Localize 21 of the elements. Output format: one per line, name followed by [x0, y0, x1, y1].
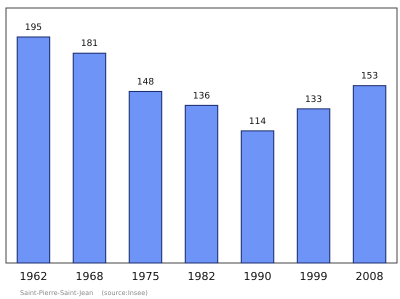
- x-tick-label: 1999: [300, 270, 328, 283]
- bar: [128, 90, 162, 264]
- bar: [240, 130, 274, 264]
- data-label: 181: [80, 39, 98, 50]
- x-tick-label: 1975: [131, 270, 160, 283]
- x-tick-label: 1982: [188, 270, 216, 283]
- data-label: 133: [304, 94, 322, 105]
- data-label: 195: [24, 22, 42, 33]
- data-label: 148: [136, 77, 154, 88]
- data-label: 136: [192, 91, 210, 102]
- x-tick-label: 1990: [244, 270, 272, 283]
- bar: [296, 108, 330, 264]
- x-tick-label: 1968: [75, 270, 104, 283]
- bar: [16, 36, 50, 264]
- bar: [352, 85, 386, 264]
- x-tick-label: 2008: [356, 270, 384, 283]
- x-tick-label: 1962: [19, 270, 48, 283]
- data-label: 114: [248, 116, 266, 127]
- bar: [184, 104, 218, 264]
- data-label: 153: [360, 72, 378, 82]
- bar: [72, 52, 106, 264]
